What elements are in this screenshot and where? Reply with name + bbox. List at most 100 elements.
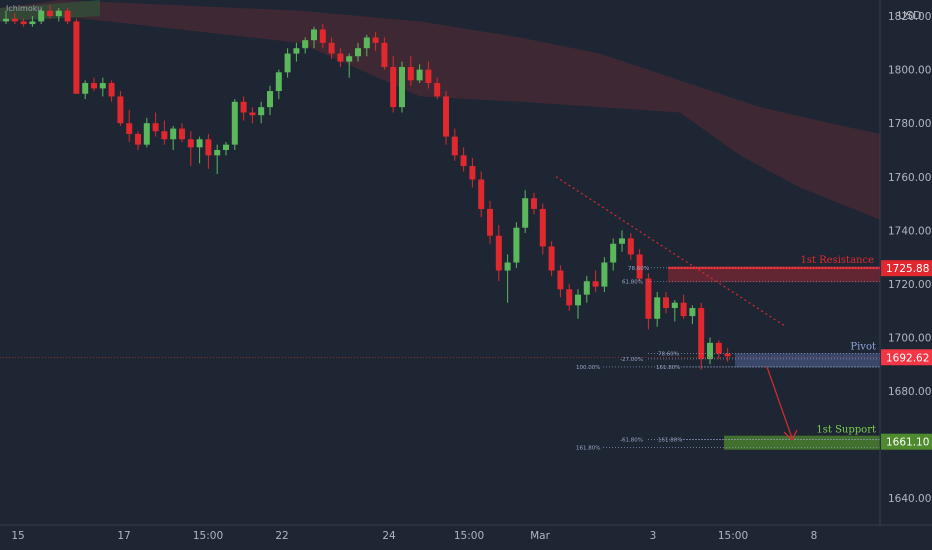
candle <box>689 305 696 325</box>
candle-body <box>487 208 493 236</box>
candle <box>434 77 441 100</box>
candle-body <box>179 128 185 140</box>
price-tick-label: 1680.00 <box>888 386 931 398</box>
candle <box>11 13 18 25</box>
candlestick-series <box>3 5 731 370</box>
candle <box>443 91 449 145</box>
fib-label: 161.80% <box>576 445 600 451</box>
candle-body <box>355 48 361 57</box>
candle <box>82 80 89 100</box>
candle-body <box>478 179 485 209</box>
candle <box>557 265 564 298</box>
candle <box>381 37 388 70</box>
candle <box>355 42 361 62</box>
candle-body <box>346 56 353 62</box>
candle-body <box>592 281 599 287</box>
candle <box>407 56 414 86</box>
candle-body <box>284 53 291 73</box>
fib-label: 161.80% <box>658 437 682 443</box>
price-tick-label: 1760.00 <box>888 172 931 184</box>
candle <box>328 37 335 59</box>
candle-body <box>663 297 669 309</box>
candle <box>495 225 502 282</box>
candle-body <box>249 112 256 116</box>
candle <box>478 171 485 217</box>
time-tick-label: 8 <box>811 530 818 542</box>
candle <box>575 289 581 319</box>
candle <box>20 18 27 27</box>
candle-body <box>152 123 159 132</box>
candle <box>399 61 405 113</box>
candle <box>284 48 291 78</box>
candle <box>73 18 80 94</box>
candle <box>654 291 661 327</box>
candle-body <box>311 29 317 41</box>
price-level-tag-label: 1725.88 <box>886 263 929 275</box>
time-tick-label: 15 <box>11 530 24 542</box>
candle-body <box>724 353 731 357</box>
candle <box>143 117 150 148</box>
price-level-tag-label: 1661.10 <box>886 437 929 449</box>
candle-body <box>601 262 608 287</box>
candle-body <box>11 18 18 22</box>
candle-body <box>55 10 62 17</box>
candle-body <box>469 166 476 180</box>
candle-body <box>99 83 106 89</box>
candle <box>663 291 669 314</box>
time-tick-label: 22 <box>275 530 288 542</box>
candle-body <box>407 66 414 81</box>
time-tick-label: Mar <box>530 530 550 542</box>
candle-body <box>73 21 80 94</box>
candle-body <box>610 243 617 263</box>
candle-body <box>205 139 212 156</box>
candle <box>627 233 634 260</box>
candle <box>240 96 247 121</box>
candle-body <box>29 21 36 25</box>
candle <box>698 302 705 370</box>
candle-body <box>460 155 467 167</box>
candle <box>117 91 124 126</box>
candle <box>566 283 573 311</box>
price-axis[interactable]: 1640.001660.001680.001700.001720.001740.… <box>881 11 932 505</box>
candle <box>601 257 608 292</box>
candle-body <box>531 198 537 209</box>
candle-body <box>399 66 405 108</box>
fib-label: 61.80% <box>622 279 643 285</box>
candle-body <box>566 289 573 306</box>
candle <box>275 69 282 100</box>
time-axis[interactable]: 15 17 15:00 22 24 15:00 Mar 3 15:00 8 <box>11 530 817 542</box>
candle-body <box>513 227 520 263</box>
candle-body <box>425 69 432 84</box>
time-tick-label: 17 <box>117 530 130 542</box>
price-tick-label: 1740.00 <box>888 225 931 237</box>
candle-body <box>715 342 722 354</box>
candle-body <box>557 270 564 290</box>
candle-body <box>117 96 124 124</box>
candle <box>187 131 194 167</box>
candle <box>539 203 546 255</box>
candle-body <box>3 18 9 22</box>
forecast-arrow-head <box>783 429 798 441</box>
candle-body <box>126 123 133 134</box>
candle-body <box>443 96 449 137</box>
candle <box>610 238 617 271</box>
candle <box>469 158 476 188</box>
fib-label: 78.60% <box>628 266 649 272</box>
candle <box>29 16 36 27</box>
candle <box>715 340 722 359</box>
candle <box>3 10 9 25</box>
candle-body <box>214 150 221 156</box>
cloud-area <box>0 0 880 220</box>
candle <box>451 128 458 161</box>
candle-body <box>47 10 53 17</box>
price-level-tag-label: 1692.62 <box>886 352 929 364</box>
fib-label: 161.80% <box>656 365 680 371</box>
candle-body <box>337 53 344 62</box>
fib-label: -61.80% <box>620 437 643 443</box>
candle-body <box>38 10 45 22</box>
candle-body <box>135 133 141 145</box>
support-label: 1st Support <box>816 425 876 436</box>
candle-body <box>91 83 97 89</box>
candle <box>38 8 45 25</box>
